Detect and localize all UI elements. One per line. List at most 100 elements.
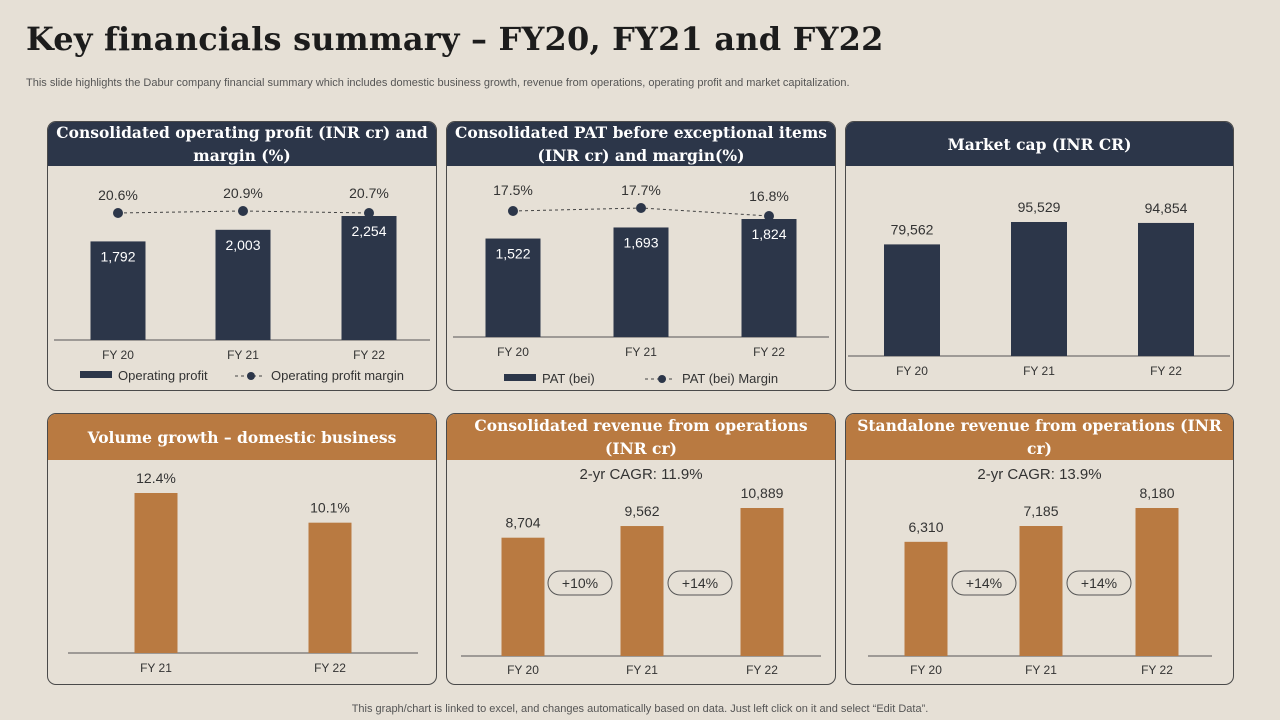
margin-label: 20.6% <box>98 187 138 203</box>
data-label: 10,889 <box>741 485 784 501</box>
margin-label: 17.5% <box>493 182 533 198</box>
data-label: 12.4% <box>136 470 176 486</box>
panel-title-operating-profit: Consolidated operating profit (INR cr) a… <box>48 122 436 166</box>
bar <box>1138 222 1194 356</box>
standalone-revenue-chart[interactable]: 6,310 FY 20 7,185 FY 21 8,180 FY 22 2-yr CAGR:… <box>846 414 1233 684</box>
x-tick-label: FY 22 <box>314 661 346 675</box>
data-label: 95,529 <box>1018 199 1061 215</box>
bar <box>485 238 541 337</box>
legend-swatch-bar <box>504 374 536 381</box>
bar <box>90 241 146 340</box>
panel-standalone-revenue[interactable]: Standalone revenue from operations (INR … <box>845 413 1234 685</box>
margin-label: 16.8% <box>749 188 789 204</box>
data-label: 94,854 <box>1145 200 1188 216</box>
panel-title-standalone-revenue: Standalone revenue from operations (INR … <box>846 414 1233 460</box>
market-cap-chart[interactable]: 79,562 FY 20 95,529 FY 21 94,854 FY 22 <box>846 122 1233 390</box>
x-tick-label: FY 20 <box>102 348 134 362</box>
legend-label: PAT (bei) Margin <box>682 371 778 386</box>
panel-volume-growth[interactable]: Volume growth – domestic business 12.4% F… <box>47 413 437 685</box>
growth-label: +14% <box>1081 575 1117 591</box>
x-tick-label: FY 21 <box>1023 364 1055 378</box>
x-tick-label: FY 22 <box>1141 663 1173 677</box>
page-title: Key financials summary – FY20, FY21 and … <box>26 20 884 58</box>
x-tick-label: FY 21 <box>227 348 259 362</box>
margin-label: 20.7% <box>349 185 389 201</box>
bar <box>501 537 545 656</box>
margin-label: 17.7% <box>621 182 661 198</box>
bar <box>884 244 940 356</box>
data-label: 7,185 <box>1023 503 1058 519</box>
x-tick-label: FY 20 <box>910 663 942 677</box>
data-label: 2,254 <box>351 223 386 239</box>
panel-operating-profit[interactable]: Consolidated operating profit (INR cr) a… <box>47 121 437 391</box>
data-label: 8,180 <box>1139 485 1174 501</box>
growth-pill <box>1066 570 1132 596</box>
panel-title-volume-growth: Volume growth – domestic business <box>48 414 436 460</box>
legend-label: Operating profit margin <box>271 368 404 383</box>
volume-growth-chart[interactable]: 12.4% FY 21 10.1% FY 22 <box>48 414 436 684</box>
bar <box>613 227 669 337</box>
data-label: 2,003 <box>225 237 260 253</box>
margin-point <box>764 211 774 221</box>
growth-label: +14% <box>966 575 1002 591</box>
bar <box>620 526 664 656</box>
operating-profit-chart[interactable]: 1,792 FY 20 2,003 FY 21 2,254 FY 22 20.6% 20.9%… <box>48 122 436 390</box>
data-label: 1,824 <box>751 226 786 242</box>
margin-label: 20.9% <box>223 185 263 201</box>
panel-pat[interactable]: Consolidated PAT before exceptional item… <box>446 121 836 391</box>
bar <box>341 216 397 340</box>
x-tick-label: FY 20 <box>497 345 529 359</box>
bar <box>904 541 948 656</box>
x-tick-label: FY 21 <box>140 661 172 675</box>
x-tick-label: FY 22 <box>753 345 785 359</box>
x-tick-label: FY 20 <box>507 663 539 677</box>
growth-pill <box>667 570 733 596</box>
bar <box>1135 508 1179 656</box>
footer-note: This graph/chart is linked to excel, and… <box>351 703 929 715</box>
margin-point <box>508 206 518 216</box>
page-subtitle: This slide highlights the Dabur company … <box>26 77 850 89</box>
panel-consolidated-revenue[interactable]: Consolidated revenue from operations (IN… <box>446 413 836 685</box>
margin-point <box>238 206 248 216</box>
growth-label: +10% <box>562 575 598 591</box>
panel-title-pat: Consolidated PAT before exceptional item… <box>447 122 835 166</box>
legend-swatch-dot <box>658 375 666 383</box>
data-label: 8,704 <box>505 515 540 531</box>
bar <box>308 522 352 653</box>
bar <box>134 493 178 653</box>
data-label: 1,693 <box>623 234 658 250</box>
panel-title-market-cap: Market cap (INR CR) <box>846 122 1233 166</box>
panel-title-consolidated-revenue: Consolidated revenue from operations (IN… <box>447 414 835 460</box>
legend-label: Operating profit <box>118 368 208 383</box>
bar <box>741 219 797 337</box>
data-label: 6,310 <box>908 519 943 535</box>
legend-swatch-dot <box>247 372 255 380</box>
legend-label: PAT (bei) <box>542 371 595 386</box>
bar <box>740 508 784 656</box>
data-label: 10.1% <box>310 500 350 516</box>
bar <box>1019 526 1063 656</box>
margin-point <box>113 208 123 218</box>
growth-pill <box>951 570 1017 596</box>
x-tick-label: FY 22 <box>353 348 385 362</box>
x-tick-label: FY 21 <box>626 663 658 677</box>
bar <box>215 229 271 340</box>
growth-label: +14% <box>682 575 718 591</box>
cagr-annotation: 2-yr CAGR: 11.9% <box>579 466 702 483</box>
consolidated-revenue-chart[interactable]: 8,704 FY 20 9,562 FY 21 10,889 FY 22 2-yr CAGR… <box>447 414 835 684</box>
data-label: 1,792 <box>100 248 135 264</box>
data-label: 79,562 <box>891 221 934 237</box>
x-tick-label: FY 22 <box>1150 364 1182 378</box>
data-label: 1,522 <box>495 246 530 262</box>
pat-chart[interactable]: 1,522 FY 20 1,693 FY 21 1,824 FY 22 17.5% 17.7%… <box>447 122 835 390</box>
bar <box>1011 222 1067 356</box>
x-tick-label: FY 21 <box>625 345 657 359</box>
panel-market-cap[interactable]: Market cap (INR CR) 79,562 FY 20 95,529 FY … <box>845 121 1234 391</box>
margin-point <box>636 203 646 213</box>
x-tick-label: FY 21 <box>1025 663 1057 677</box>
x-tick-label: FY 20 <box>896 364 928 378</box>
legend-swatch-bar <box>80 371 112 378</box>
x-tick-label: FY 22 <box>746 663 778 677</box>
cagr-annotation: 2-yr CAGR: 13.9% <box>977 466 1101 483</box>
data-label: 9,562 <box>624 503 659 519</box>
